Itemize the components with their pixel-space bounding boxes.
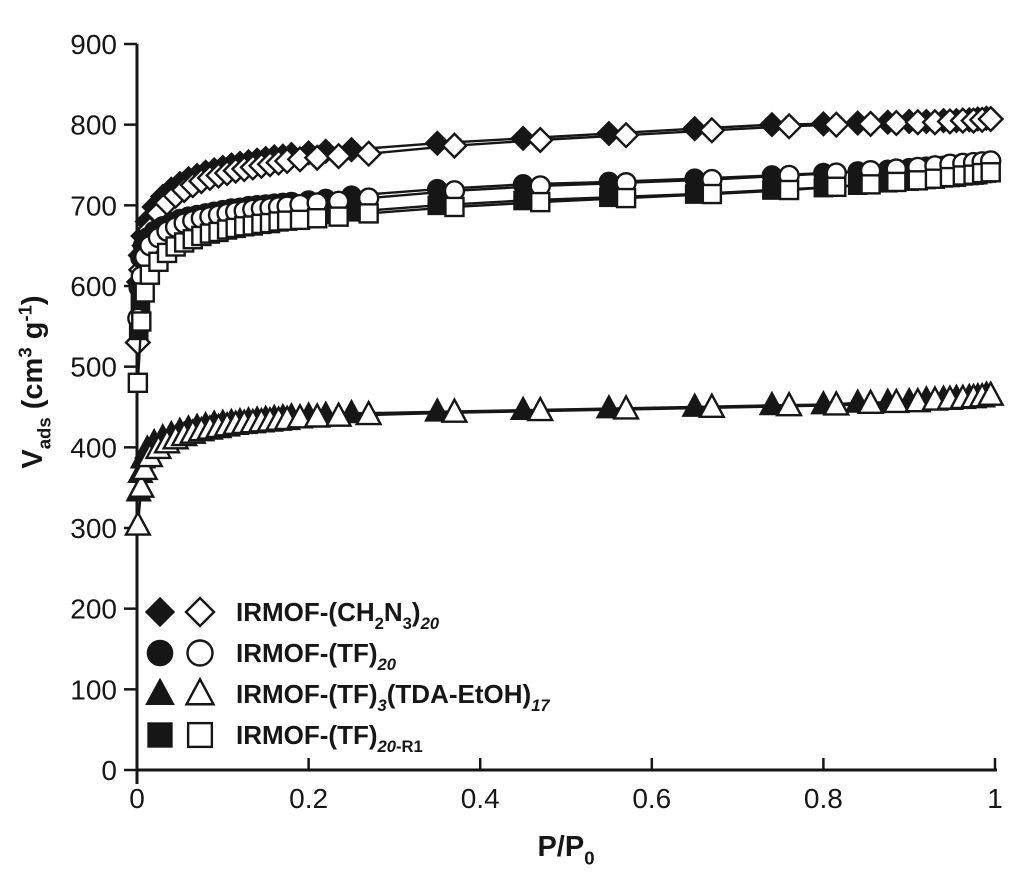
data-point-triangle-open — [822, 389, 851, 416]
data-point-diamond-open — [822, 111, 850, 139]
legend-marker-triangle-filled — [145, 677, 175, 706]
data-point-diamond-open — [355, 140, 383, 168]
legend-entry: IRMOF-(CH2N3)20 — [144, 596, 440, 633]
legend-entry: IRMOF-(TF)20-R1 — [147, 720, 423, 756]
y-tick-label: 700 — [70, 190, 117, 221]
y-tick-label: 100 — [70, 674, 117, 705]
data-point-diamond-open — [857, 110, 885, 138]
data-point-diamond-filled — [681, 115, 708, 142]
x-tick-label: 0.8 — [804, 783, 843, 814]
legend-entry: IRMOF-(TF)20 — [146, 638, 397, 674]
y-tick-label: 400 — [70, 432, 117, 463]
data-point-triangle-open — [697, 392, 726, 419]
data-point-diamond-filled — [424, 130, 451, 157]
legend-layer: IRMOF-(CH2N3)20 IRMOF-(TF)20 IRMOF-(TF)3(T… — [144, 596, 550, 756]
data-point-triangle-open — [123, 510, 152, 536]
legend-entry: IRMOF-(TF)3(TDA-EtOH)17 — [145, 676, 550, 715]
x-axis-title: P/P0 — [537, 831, 594, 869]
data-point-square-open — [134, 282, 155, 303]
x-tick-label: 1 — [987, 783, 1003, 814]
data-point-triangle-open — [976, 380, 1005, 406]
data-point-triangle-open — [882, 387, 911, 414]
data-point-square-filled — [513, 190, 533, 211]
data-point-triangle-open — [303, 401, 332, 428]
data-point-square-filled — [599, 187, 619, 208]
data-point-triangle-open — [612, 393, 640, 420]
y-tick-label: 900 — [70, 29, 117, 60]
y-tick-label: 500 — [70, 352, 117, 383]
data-point-diamond-open — [303, 144, 331, 172]
y-tick-label: 0 — [101, 755, 117, 786]
x-tick-label: 0.2 — [289, 783, 328, 814]
legend-label: IRMOF-(TF)3(TDA-EtOH)17 — [236, 679, 550, 715]
data-point-square-open — [860, 174, 881, 195]
legend-marker-triangle-open — [184, 676, 216, 706]
data-point-diamond-open — [441, 132, 468, 160]
y-tick-label: 800 — [70, 110, 117, 141]
data-point-diamond-open — [882, 109, 910, 137]
data-point-diamond-open — [526, 126, 554, 154]
data-point-square-open — [886, 171, 907, 193]
data-point-triangle-filled — [424, 397, 451, 422]
data-point-square-open — [980, 162, 1001, 183]
y-tick-label: 600 — [70, 271, 117, 302]
data-point-triangle-open — [286, 402, 314, 429]
data-point-square-open — [530, 191, 551, 213]
data-point-square-open — [444, 196, 465, 218]
data-point-triangle-open — [526, 395, 555, 422]
data-point-diamond-open — [698, 116, 726, 144]
data-point-square-filled — [427, 195, 448, 216]
data-point-triangle-open — [354, 399, 383, 426]
data-point-square-open — [615, 187, 637, 209]
y-tick-label: 200 — [70, 594, 117, 625]
legend-marker-diamond-open — [184, 596, 216, 628]
data-point-triangle-filled — [595, 393, 623, 419]
data-point-triangle-open — [127, 472, 156, 498]
data-point-square-open — [826, 176, 847, 198]
legend-marker-square-filled — [147, 722, 173, 748]
data-point-square-open — [127, 372, 149, 394]
legend-marker-circle-filled — [146, 639, 174, 667]
x-tick-label: 0.6 — [632, 783, 671, 814]
x-tick-label: 0 — [129, 783, 145, 814]
data-point-square-open — [907, 170, 929, 191]
axes-layer: 0 100 200 300 400 500 600 700 800 900 0 0.2 0.4 0.6 0.… — [15, 29, 1003, 869]
legend-label: IRMOF-(TF)20 — [236, 638, 397, 674]
data-point-triangle-filled — [509, 395, 537, 421]
data-point-square-open — [306, 208, 328, 229]
data-point-square-open — [131, 311, 152, 332]
x-tick-label: 0.4 — [461, 783, 500, 814]
data-point-triangle-open — [903, 386, 932, 413]
data-point-triangle-filled — [758, 390, 786, 416]
legend-label: IRMOF-(TF)20-R1 — [236, 720, 423, 756]
data-point-square-open — [778, 179, 800, 201]
data-point-square-open — [358, 203, 379, 224]
data-point-square-open — [701, 183, 723, 205]
legend-label: IRMOF-(CH2N3)20 — [236, 597, 440, 633]
data-point-diamond-filled — [759, 111, 785, 138]
data-point-triangle-open — [130, 454, 159, 481]
series-layer — [123, 105, 1005, 536]
data-point-diamond-open — [775, 112, 803, 140]
data-point-diamond-filled — [510, 125, 536, 152]
data-point-triangle-open — [440, 397, 469, 423]
data-point-diamond-open — [612, 121, 640, 149]
y-tick-label: 300 — [70, 513, 117, 544]
data-point-triangle-open — [856, 388, 885, 414]
data-point-triangle-open — [324, 401, 353, 427]
legend-marker-diamond-filled — [144, 596, 176, 628]
y-axis-title: Vads (cm3 g-1) — [15, 295, 55, 468]
data-point-diamond-open — [977, 105, 1005, 133]
data-point-diamond-filled — [596, 120, 622, 147]
data-point-square-open — [289, 209, 311, 231]
legend-marker-circle-open — [186, 639, 214, 667]
data-point-diamond-open — [325, 142, 353, 170]
legend-marker-square-open — [186, 721, 214, 749]
data-point-triangle-open — [775, 390, 803, 417]
data-point-square-open — [328, 206, 349, 227]
data-point-triangle-filled — [681, 392, 708, 417]
